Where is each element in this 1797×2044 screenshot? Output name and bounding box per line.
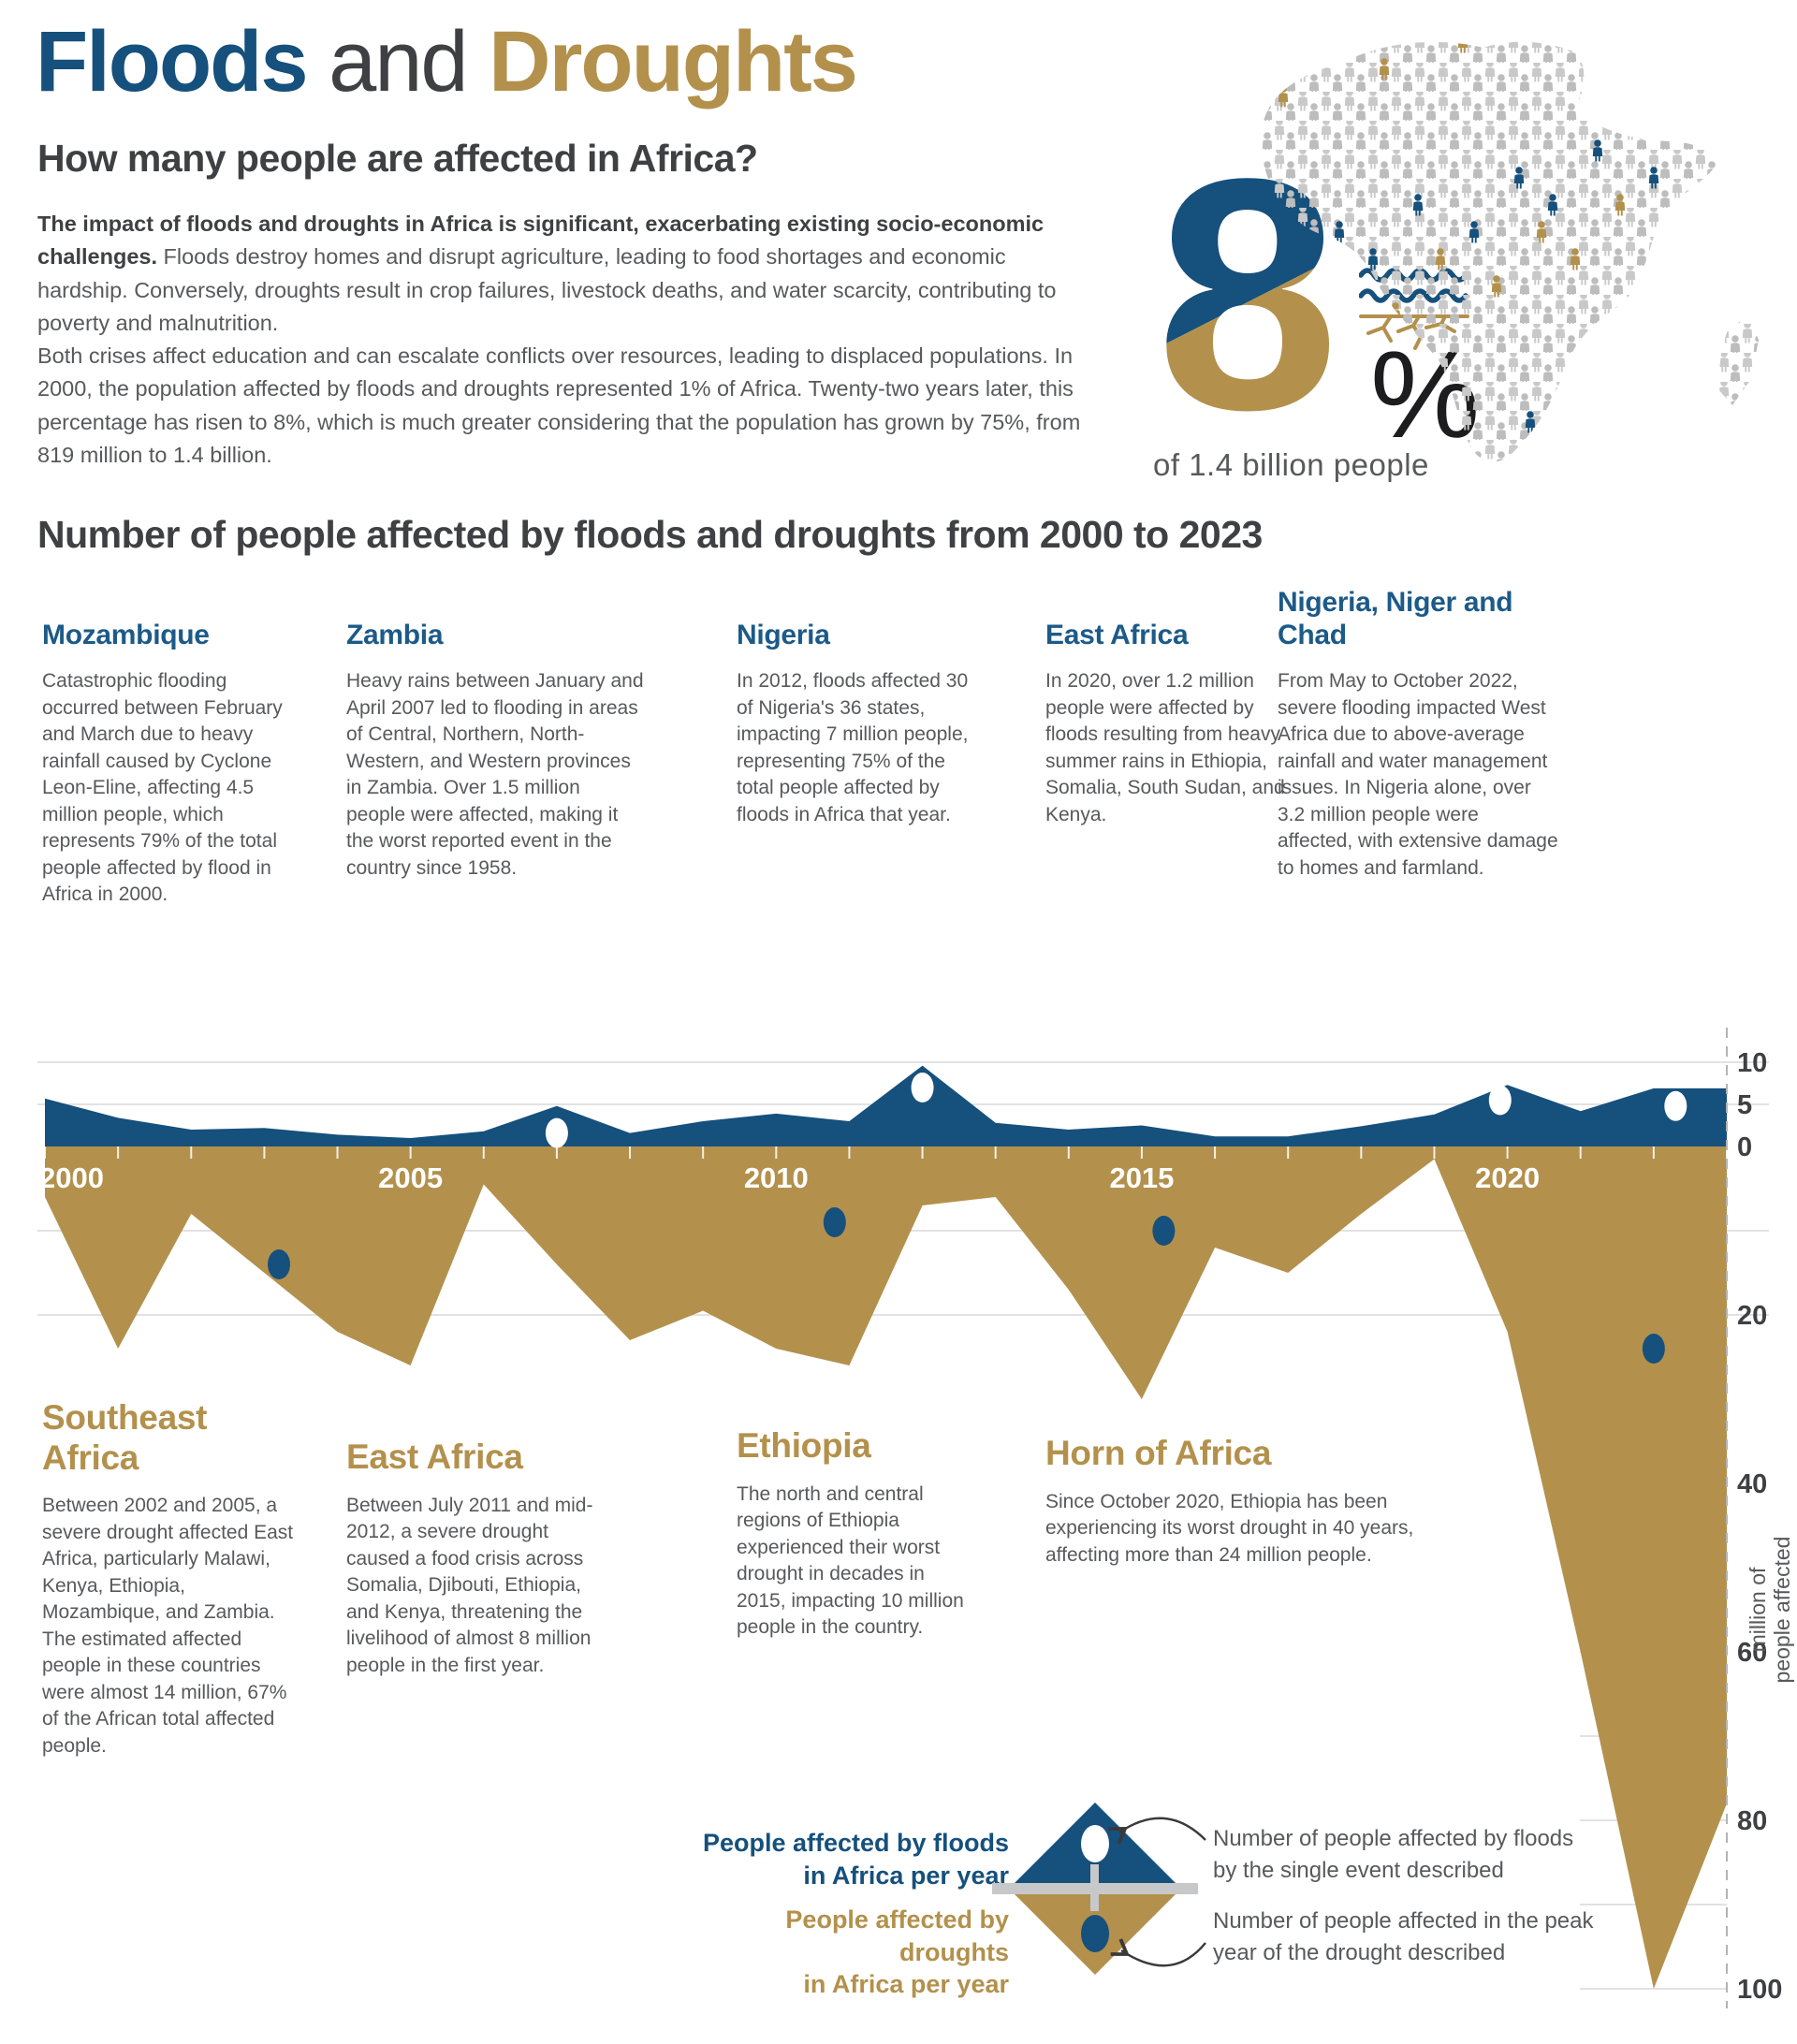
africa-population-map bbox=[1261, 41, 1771, 462]
affected-person-icon bbox=[1581, 438, 1592, 460]
year-axis-label: 2015 bbox=[1109, 1161, 1174, 1194]
drought-event-east-africa: East Africa Between July 2011 and mid-20… bbox=[346, 1438, 601, 1679]
affected-person-icon bbox=[1261, 41, 1266, 53]
flood-event-dot bbox=[545, 1117, 568, 1148]
drought-event-text: The north and central regions of Ethiopi… bbox=[737, 1482, 964, 1639]
legend-drought-peak-dot bbox=[1081, 1915, 1109, 1952]
affected-person-icon bbox=[1727, 139, 1738, 162]
drought-event-ethiopia: Ethiopia The north and central regions o… bbox=[737, 1426, 972, 1642]
affected-person-icon bbox=[1311, 329, 1322, 352]
affected-person-icon bbox=[1356, 275, 1367, 298]
legend-floods-label: People affected by floods in Africa per … bbox=[702, 1829, 1009, 1890]
flood-event-zambia: Zambia Heavy rains between January and A… bbox=[346, 569, 644, 882]
population-crowd bbox=[1261, 41, 1759, 462]
drought-event-heading: East Africa bbox=[346, 1438, 523, 1476]
affected-person-icon bbox=[1671, 221, 1682, 243]
legend-droughts-label: People affected by droughts in Africa pe… bbox=[785, 1905, 1009, 1999]
drought-peak-dot bbox=[823, 1207, 846, 1237]
affected-person-icon bbox=[1693, 112, 1704, 135]
flood-event-text: Heavy rains between January and April 20… bbox=[346, 670, 644, 879]
flood-area bbox=[45, 1065, 1727, 1146]
drought-area bbox=[45, 1146, 1727, 1989]
flood-event-dot bbox=[1664, 1090, 1687, 1121]
stat-8-figure: 8 8 bbox=[1121, 129, 1374, 459]
flood-event-text: In 2020, over 1.2 million people were af… bbox=[1045, 670, 1285, 825]
intro-paragraph: The impact of floods and droughts in Afr… bbox=[37, 208, 1090, 472]
drought-event-southeast-africa: Southeast Africa Between 2002 and 2005, … bbox=[42, 1398, 297, 1760]
flood-event-heading: Zambia bbox=[346, 619, 444, 650]
floods-droughts-area-chart: 2000 2005 2010 2015 2020 0 5 10 20 40 60 80 100 milli… bbox=[37, 1028, 1794, 2008]
title-and: and bbox=[306, 14, 489, 110]
intro-lead: The impact of floods and droughts in Afr… bbox=[37, 212, 1045, 270]
intro-rest: Floods destroy homes and disrupt agricul… bbox=[37, 244, 1057, 335]
flood-event-text: From May to October 2022, severe floodin… bbox=[1278, 670, 1558, 879]
flood-event-heading: East Africa bbox=[1045, 619, 1189, 650]
flood-event-dot bbox=[911, 1073, 934, 1102]
affected-person-icon bbox=[1446, 438, 1457, 460]
affected-person-icon bbox=[1289, 275, 1300, 298]
affected-person-icon bbox=[1390, 302, 1401, 325]
drought-axis-tick-label: 80 bbox=[1737, 1806, 1767, 1836]
drought-peak-dot bbox=[1152, 1216, 1176, 1246]
drought-axis-tick-label: 100 bbox=[1737, 1975, 1782, 2005]
drought-event-heading: Horn of Africa bbox=[1045, 1434, 1272, 1472]
drought-axis-tick-label: 20 bbox=[1737, 1301, 1767, 1331]
drought-event-text: Between July 2011 and mid-2012, a severe… bbox=[346, 1494, 593, 1676]
flood-event-mozambique: Mozambique Catastrophic flooding occurre… bbox=[42, 569, 287, 909]
year-axis-label: 2000 bbox=[39, 1161, 104, 1194]
legend-diamond-icon bbox=[992, 1803, 1206, 1975]
title-droughts: Droughts bbox=[489, 14, 858, 110]
legend-drought-note: Number of people affected in the peak ye… bbox=[1213, 1908, 1594, 1965]
drought-event-horn-of-africa: Horn of Africa Since October 2020, Ethio… bbox=[1045, 1434, 1485, 1569]
affected-person-icon bbox=[1648, 438, 1659, 460]
drought-event-heading: Southeast Africa bbox=[42, 1398, 208, 1477]
flood-event-text: In 2012, floods affected 30 of Nigeria's… bbox=[737, 670, 969, 825]
drought-event-text: Since October 2020, Ethiopia has been ex… bbox=[1045, 1490, 1414, 1566]
affected-person-icon bbox=[1704, 357, 1716, 379]
flood-event-heading: Mozambique bbox=[42, 619, 210, 650]
affected-person-icon bbox=[1727, 411, 1738, 433]
drought-peak-dot bbox=[1642, 1334, 1665, 1364]
affected-person-icon bbox=[1749, 194, 1759, 216]
flood-event-heading: Nigeria bbox=[737, 619, 830, 650]
stat-caption: of 1.4 billion people bbox=[1153, 447, 1429, 482]
affected-person-icon bbox=[1626, 384, 1637, 406]
flood-event-dot bbox=[1488, 1085, 1512, 1116]
year-axis-label: 2020 bbox=[1475, 1161, 1540, 1194]
section-title: Number of people affected by floods and … bbox=[37, 513, 1263, 556]
y-axis-title: million ofpeople affected bbox=[1746, 1537, 1794, 1684]
flood-axis-tick-label: 0 bbox=[1737, 1132, 1752, 1162]
year-axis-label: 2010 bbox=[744, 1161, 809, 1194]
subtitle: How many people are affected in Africa? bbox=[37, 137, 758, 180]
flood-event-text: Catastrophic flooding occurred between F… bbox=[42, 670, 283, 906]
year-axis-label: 2005 bbox=[378, 1161, 443, 1194]
affected-person-icon bbox=[1659, 411, 1671, 433]
title-floods: Floods bbox=[36, 14, 309, 110]
drought-peak-dot bbox=[268, 1249, 291, 1279]
drought-axis-tick-label: 60 bbox=[1737, 1638, 1767, 1668]
flood-axis-tick-label: 10 bbox=[1737, 1048, 1767, 1078]
affected-person-icon bbox=[1261, 302, 1266, 325]
flood-axis-tick-label: 5 bbox=[1737, 1090, 1752, 1120]
legend-arrow-flood bbox=[1108, 1817, 1206, 1845]
legend-arrow-drought bbox=[1110, 1938, 1206, 1967]
drought-event-heading: Ethiopia bbox=[737, 1426, 871, 1465]
flood-event-east-africa: East Africa In 2020, over 1.2 million pe… bbox=[1045, 569, 1287, 828]
intro-para2: Both crises affect education and can esc… bbox=[37, 343, 1081, 467]
drought-event-text: Between 2002 and 2005, a severe drought … bbox=[42, 1495, 294, 1758]
page-title: Floods and Droughts bbox=[36, 13, 858, 111]
flood-event-nigeria: Nigeria In 2012, floods affected 30 of N… bbox=[737, 569, 972, 828]
drought-axis-tick-label: 40 bbox=[1737, 1469, 1767, 1499]
flood-event-heading: Nigeria, Niger and Chad bbox=[1278, 587, 1513, 650]
affected-person-icon bbox=[1322, 41, 1334, 53]
legend-flood-note: Number of people affected by floods by t… bbox=[1213, 1826, 1574, 1883]
affected-person-icon bbox=[1716, 167, 1727, 189]
affected-person-icon bbox=[1761, 384, 1771, 405]
flood-event-nigeria-niger-chad: Nigeria, Niger and Chad From May to Octo… bbox=[1278, 569, 1558, 882]
legend-flood-event-dot bbox=[1081, 1825, 1109, 1862]
